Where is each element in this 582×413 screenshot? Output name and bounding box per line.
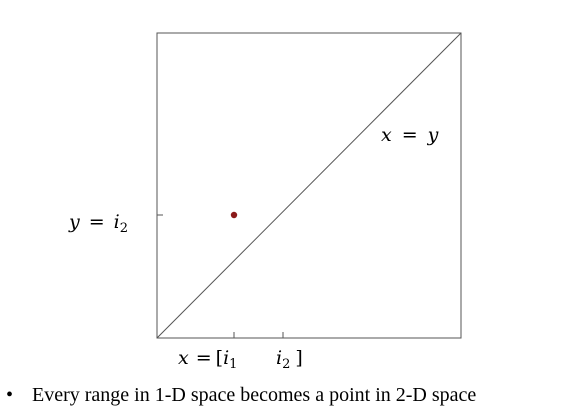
bullet-point: • Every range in 1-D space becomes a poin… [6,383,580,407]
x-range-label: x = [i1 [178,347,237,372]
diagonal-label: x = y [381,124,439,146]
bullet-text: Every range in 1-D space becomes a point… [32,384,477,406]
y-tick-label: y = i2 [68,211,128,236]
bullet-marker: • [6,384,14,406]
plot-frame [156,32,462,339]
x-range-end-label: i2] [276,347,303,372]
range-point [230,211,238,219]
diagonal-line [156,32,462,339]
